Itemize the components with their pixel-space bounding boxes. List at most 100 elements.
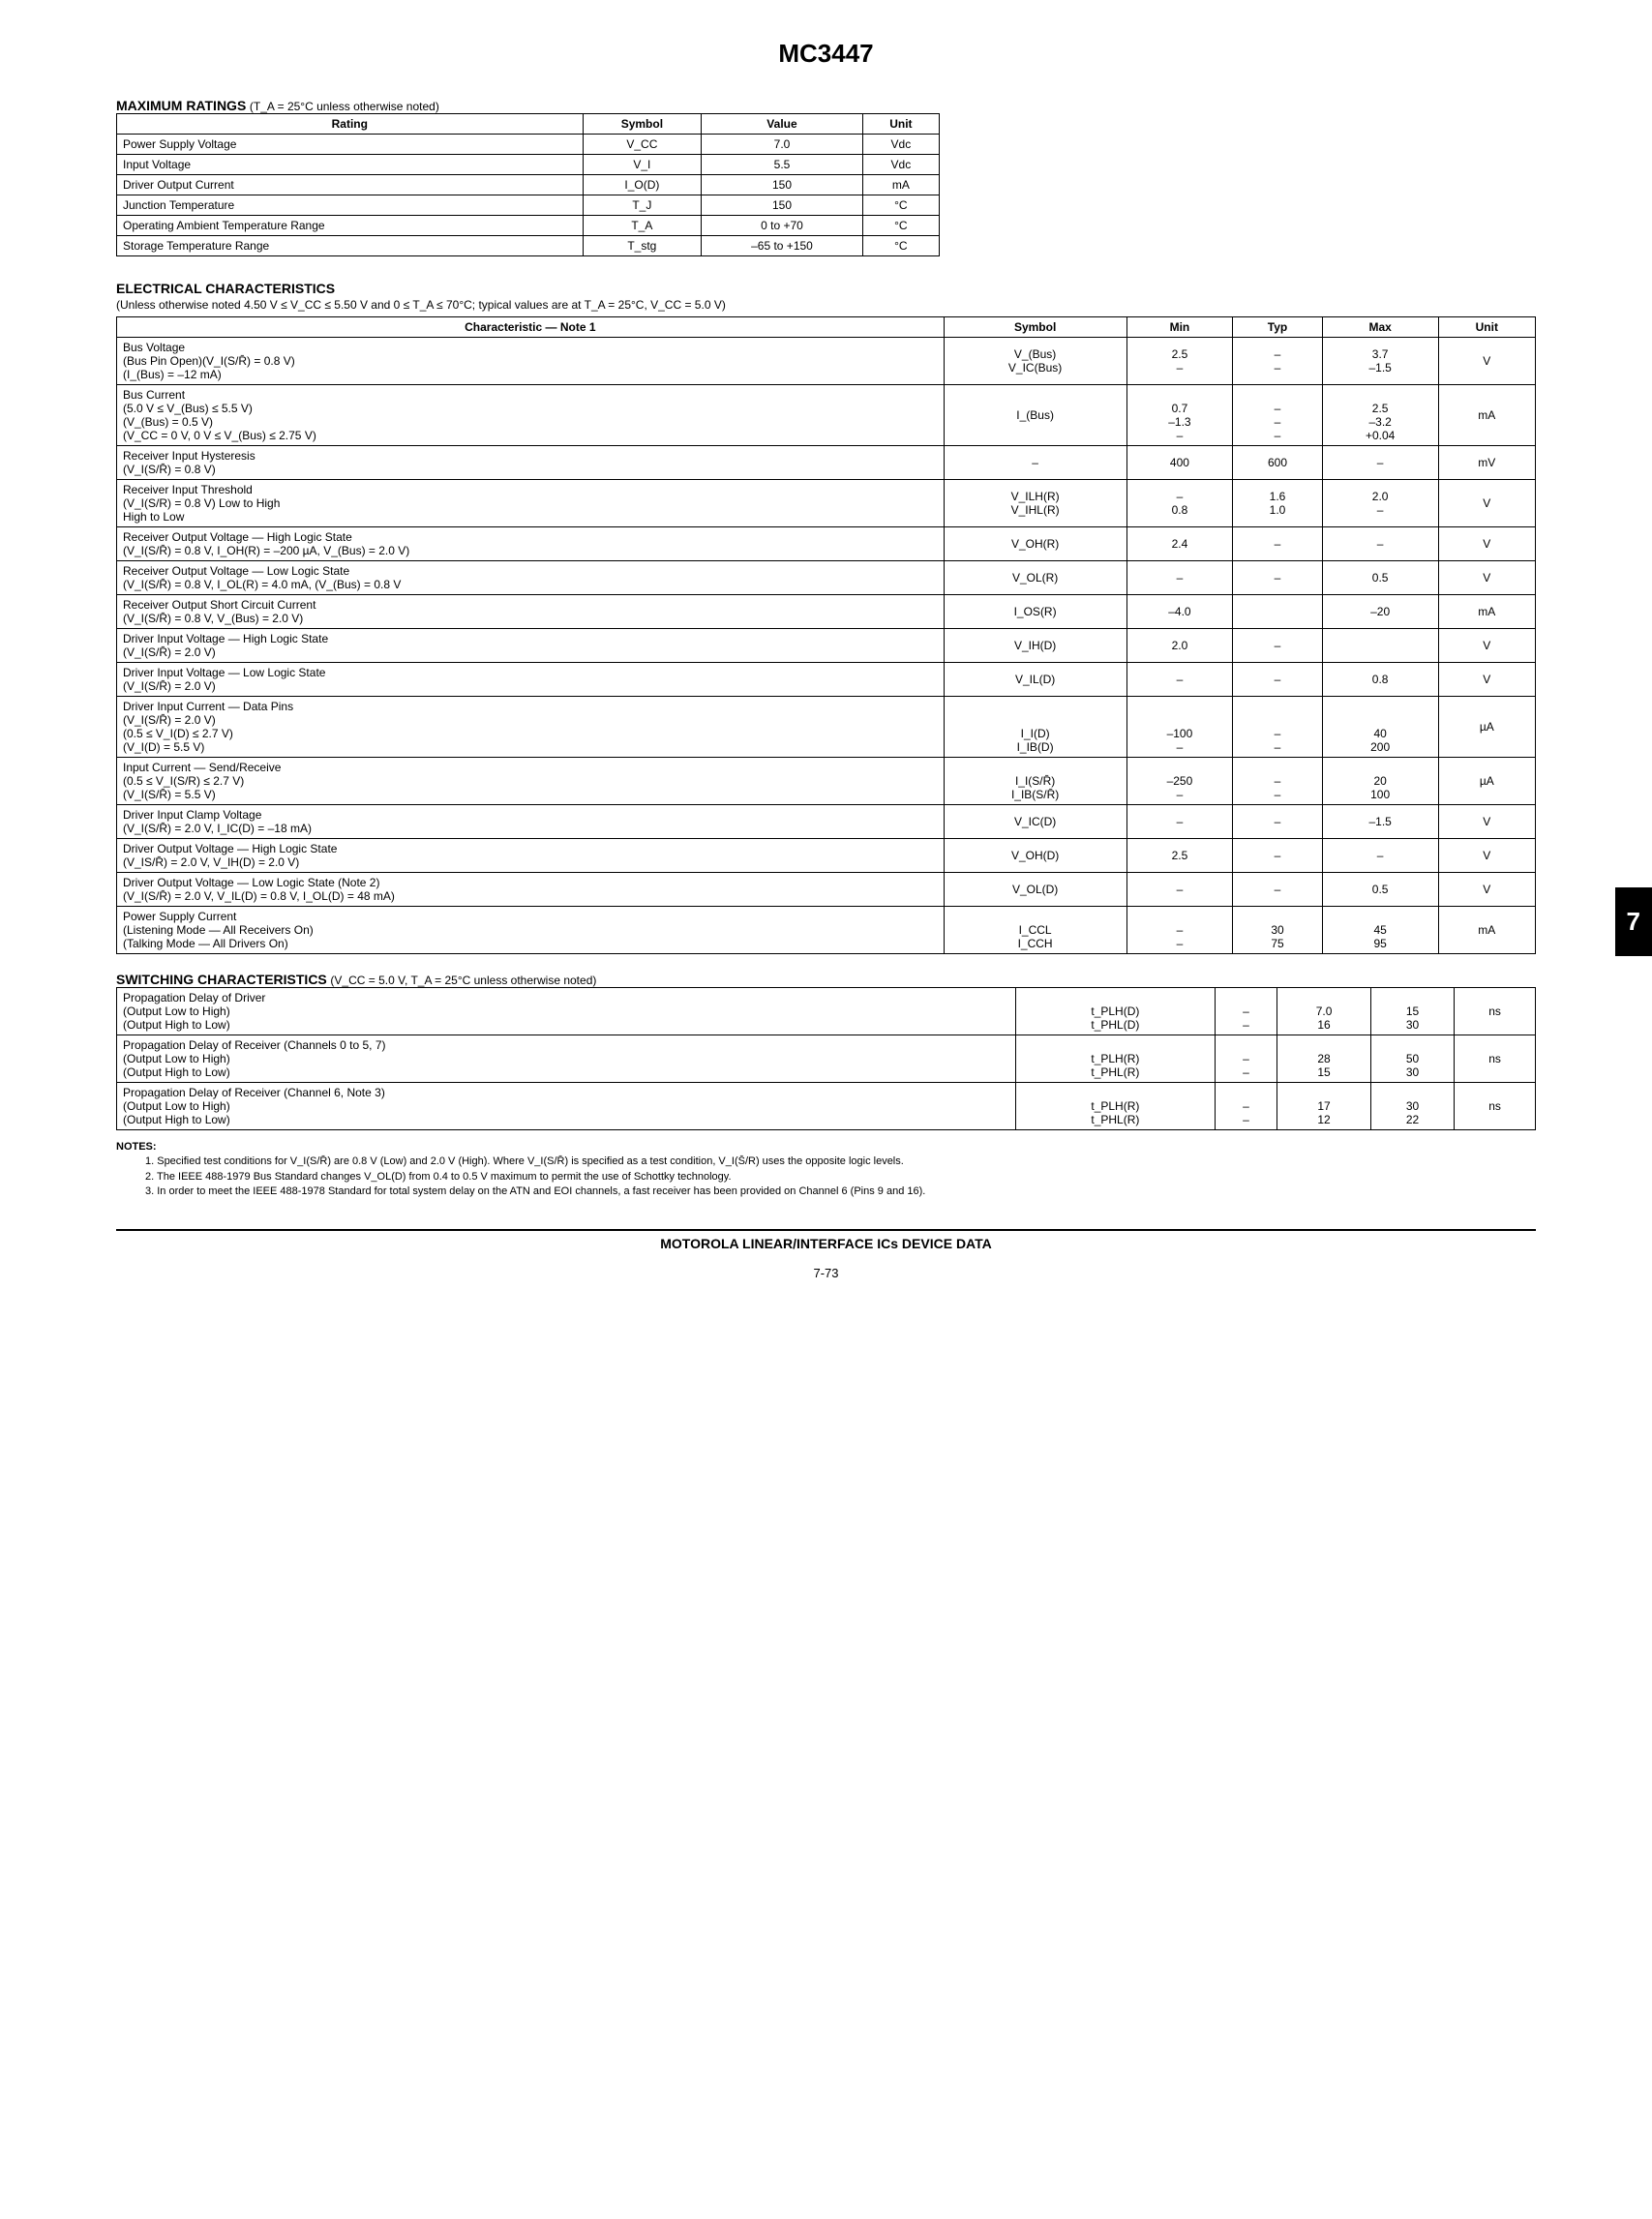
table-cell: – – <box>1215 988 1277 1035</box>
table-cell: – <box>1126 561 1233 595</box>
table-cell: 7.0 <box>702 135 863 155</box>
table-cell: – – <box>1233 697 1322 758</box>
table-cell: 150 <box>702 195 863 216</box>
table-cell: – <box>1233 839 1322 873</box>
table-cell: – <box>1322 839 1438 873</box>
table-row: Operating Ambient Temperature RangeT_A0 … <box>117 216 940 236</box>
footer-bar: MOTOROLA LINEAR/INTERFACE ICs DEVICE DAT… <box>116 1229 1536 1251</box>
table-cell: t_PLH(D) t_PHL(D) <box>1016 988 1216 1035</box>
table-cell: Receiver Input Hysteresis (V_I(S/R̄) = 0… <box>117 446 945 480</box>
table-header: Max <box>1322 317 1438 338</box>
table-cell: – <box>1126 663 1233 697</box>
table-row: Driver Output CurrentI_O(D)150mA <box>117 175 940 195</box>
table-cell: V <box>1438 561 1535 595</box>
table-cell: Receiver Input Threshold (V_I(S/R) = 0.8… <box>117 480 945 527</box>
table-cell: –100 – <box>1126 697 1233 758</box>
table-cell: Receiver Output Voltage — High Logic Sta… <box>117 527 945 561</box>
table-cell: t_PLH(R) t_PHL(R) <box>1016 1035 1216 1083</box>
table-row: Receiver Output Voltage — Low Logic Stat… <box>117 561 1536 595</box>
table-row: Input VoltageV_I5.5Vdc <box>117 155 940 175</box>
table-cell: Driver Input Voltage — High Logic State … <box>117 629 945 663</box>
table-row: Propagation Delay of Driver (Output Low … <box>117 988 1536 1035</box>
table-cell: 0.8 <box>1322 663 1438 697</box>
table-cell: V_IC(D) <box>944 805 1126 839</box>
table-cell: – – <box>1233 758 1322 805</box>
table-cell: – 0.8 <box>1126 480 1233 527</box>
table-row: Driver Output Voltage — High Logic State… <box>117 839 1536 873</box>
table-cell <box>1233 595 1322 629</box>
table-row: Driver Output Voltage — Low Logic State … <box>117 873 1536 907</box>
table-cell: Input Current — Send/Receive (0.5 ≤ V_I(… <box>117 758 945 805</box>
table-cell: 30 22 <box>1371 1083 1455 1130</box>
table-cell: °C <box>862 216 939 236</box>
table-cell: 2.5 –3.2 +0.04 <box>1322 385 1438 446</box>
table-row: Storage Temperature RangeT_stg–65 to +15… <box>117 236 940 256</box>
table-header: Unit <box>1438 317 1535 338</box>
table-cell: – <box>1233 663 1322 697</box>
table-cell: 0.7 –1.3 – <box>1126 385 1233 446</box>
table-cell: V_OL(D) <box>944 873 1126 907</box>
table-row: Bus Voltage (Bus Pin Open)(V_I(S/R̄) = 0… <box>117 338 1536 385</box>
table-cell: –20 <box>1322 595 1438 629</box>
table-cell: 7.0 16 <box>1277 988 1371 1035</box>
table-cell: V <box>1438 805 1535 839</box>
table-cell: Driver Input Current — Data Pins (V_I(S/… <box>117 697 945 758</box>
table-cell: Input Voltage <box>117 155 584 175</box>
table-header: Min <box>1126 317 1233 338</box>
table-cell: – <box>1322 446 1438 480</box>
table-cell: V_OH(R) <box>944 527 1126 561</box>
table-cell: I_(Bus) <box>944 385 1126 446</box>
table-cell: 40 200 <box>1322 697 1438 758</box>
table-cell: 400 <box>1126 446 1233 480</box>
table-cell: Driver Input Voltage — Low Logic State (… <box>117 663 945 697</box>
table-cell: – <box>1233 527 1322 561</box>
table-cell: µA <box>1438 758 1535 805</box>
table-cell: mA <box>1438 907 1535 954</box>
table-row: Junction TemperatureT_J150°C <box>117 195 940 216</box>
table-cell: I_I(S/R̄) I_IB(S/R̄) <box>944 758 1126 805</box>
table-cell: 2.0 <box>1126 629 1233 663</box>
table-cell: – – <box>1126 907 1233 954</box>
table-row: Power Supply VoltageV_CC7.0Vdc <box>117 135 940 155</box>
table-cell: Driver Output Current <box>117 175 584 195</box>
table-cell: Storage Temperature Range <box>117 236 584 256</box>
table-cell: – <box>1322 527 1438 561</box>
table-cell: 15 30 <box>1371 988 1455 1035</box>
table-cell: mA <box>1438 385 1535 446</box>
table-cell: Driver Output Voltage — Low Logic State … <box>117 873 945 907</box>
table-cell: V <box>1438 480 1535 527</box>
table-cell: 50 30 <box>1371 1035 1455 1083</box>
table-cell: – <box>1233 873 1322 907</box>
table-cell: Propagation Delay of Receiver (Channel 6… <box>117 1083 1016 1130</box>
table-row: Receiver Input Threshold (V_I(S/R) = 0.8… <box>117 480 1536 527</box>
table-cell: Power Supply Voltage <box>117 135 584 155</box>
table-cell: Receiver Output Short Circuit Current (V… <box>117 595 945 629</box>
table-cell: 20 100 <box>1322 758 1438 805</box>
table-row: Power Supply Current (Listening Mode — A… <box>117 907 1536 954</box>
table-row: Driver Input Voltage — Low Logic State (… <box>117 663 1536 697</box>
table-row: Input Current — Send/Receive (0.5 ≤ V_I(… <box>117 758 1536 805</box>
table-cell: V <box>1438 873 1535 907</box>
table-header: Symbol <box>583 114 701 135</box>
table-cell: 2.5 <box>1126 839 1233 873</box>
table-cell: 150 <box>702 175 863 195</box>
elec-char-heading: ELECTRICAL CHARACTERISTICS <box>116 281 1536 296</box>
table-row: Propagation Delay of Receiver (Channel 6… <box>117 1083 1536 1130</box>
table-cell: –4.0 <box>1126 595 1233 629</box>
notes-block: NOTES: 1. Specified test conditions for … <box>116 1140 1536 1200</box>
table-cell: 0.5 <box>1322 561 1438 595</box>
table-cell: – <box>1126 873 1233 907</box>
table-row: Propagation Delay of Receiver (Channels … <box>117 1035 1536 1083</box>
table-cell: Driver Input Clamp Voltage (V_I(S/R̄) = … <box>117 805 945 839</box>
table-cell: 2.0 – <box>1322 480 1438 527</box>
table-cell: Receiver Output Voltage — Low Logic Stat… <box>117 561 945 595</box>
table-cell: –250 – <box>1126 758 1233 805</box>
table-cell: V_IH(D) <box>944 629 1126 663</box>
table-cell: – – <box>1215 1083 1277 1130</box>
table-cell: ns <box>1455 1035 1536 1083</box>
table-cell: – <box>1233 805 1322 839</box>
table-cell: Vdc <box>862 155 939 175</box>
table-cell: I_OS(R) <box>944 595 1126 629</box>
table-cell: mA <box>862 175 939 195</box>
note-item: 3. In order to meet the IEEE 488-1978 St… <box>116 1184 1536 1199</box>
